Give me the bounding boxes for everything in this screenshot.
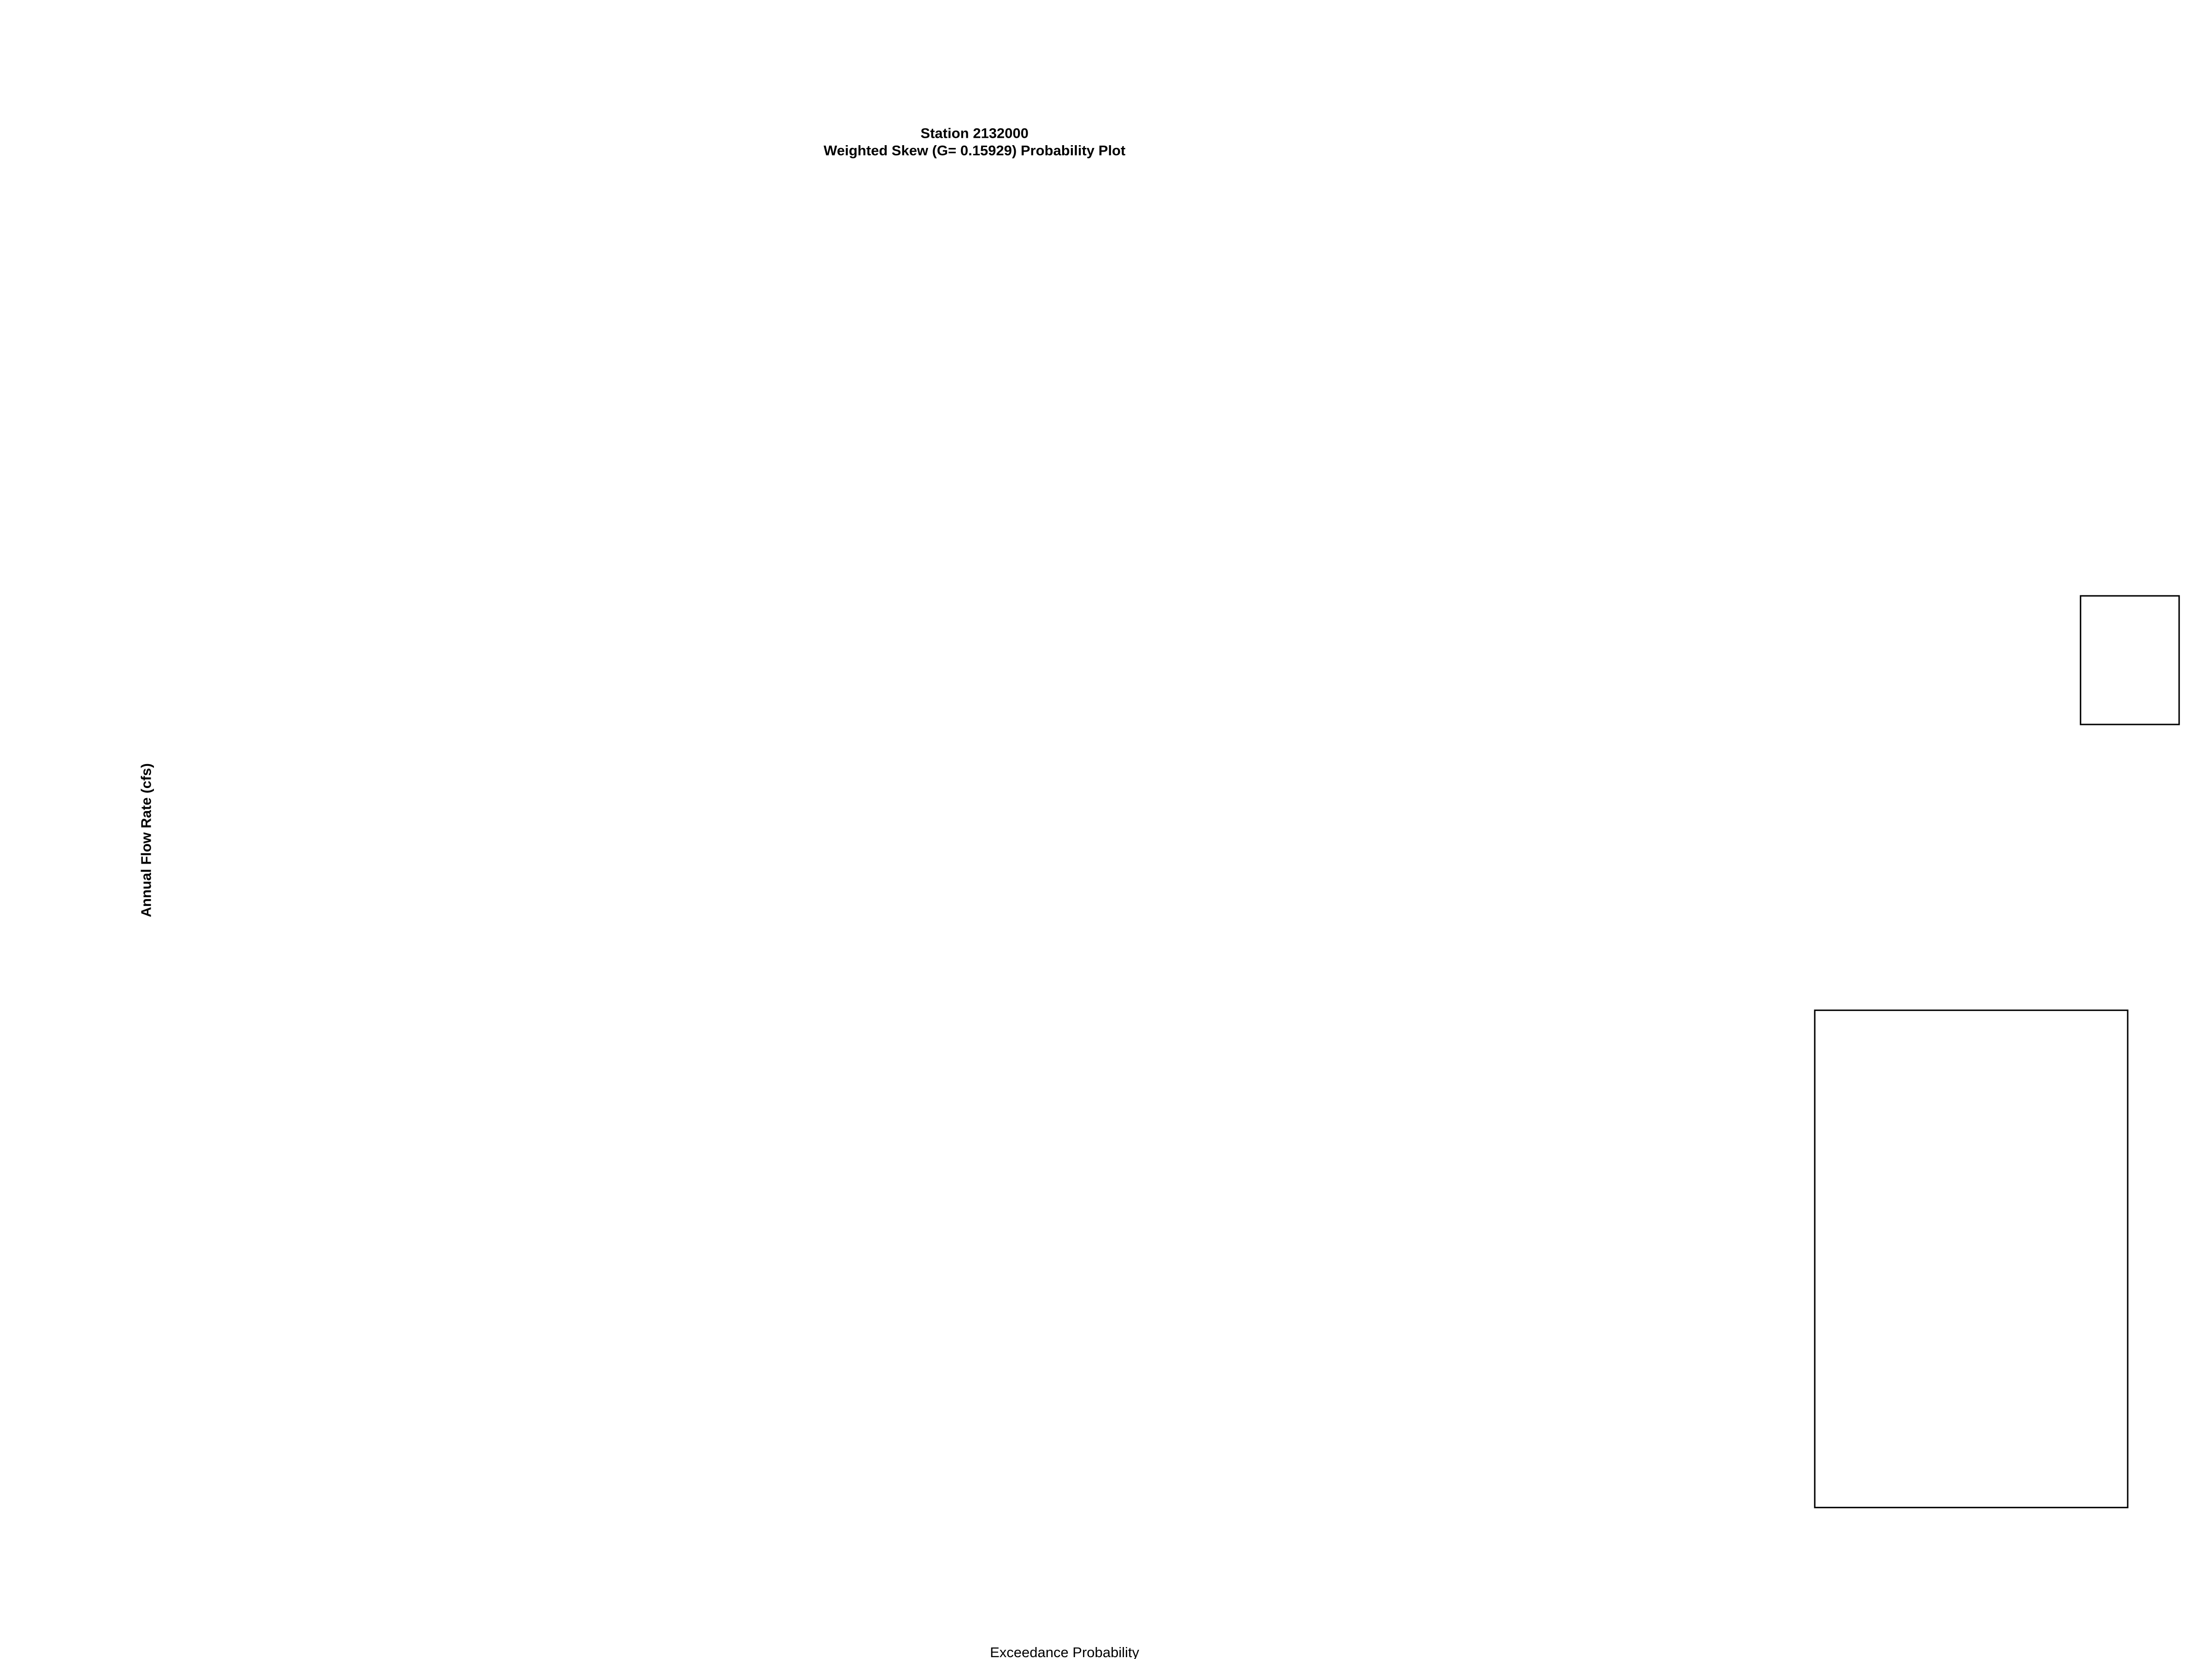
table-box (2080, 595, 2180, 725)
y-axis-label: Annual Flow Rate (cfs) (138, 763, 154, 917)
x-axis-label: Exceedance Probability (990, 1644, 1139, 1659)
chart-subtitle: Weighted Skew (G= 0.15929) Probability P… (824, 142, 1125, 159)
legend-box (1814, 1009, 2129, 1508)
chart-title: Station 2132000 (921, 125, 1029, 141)
